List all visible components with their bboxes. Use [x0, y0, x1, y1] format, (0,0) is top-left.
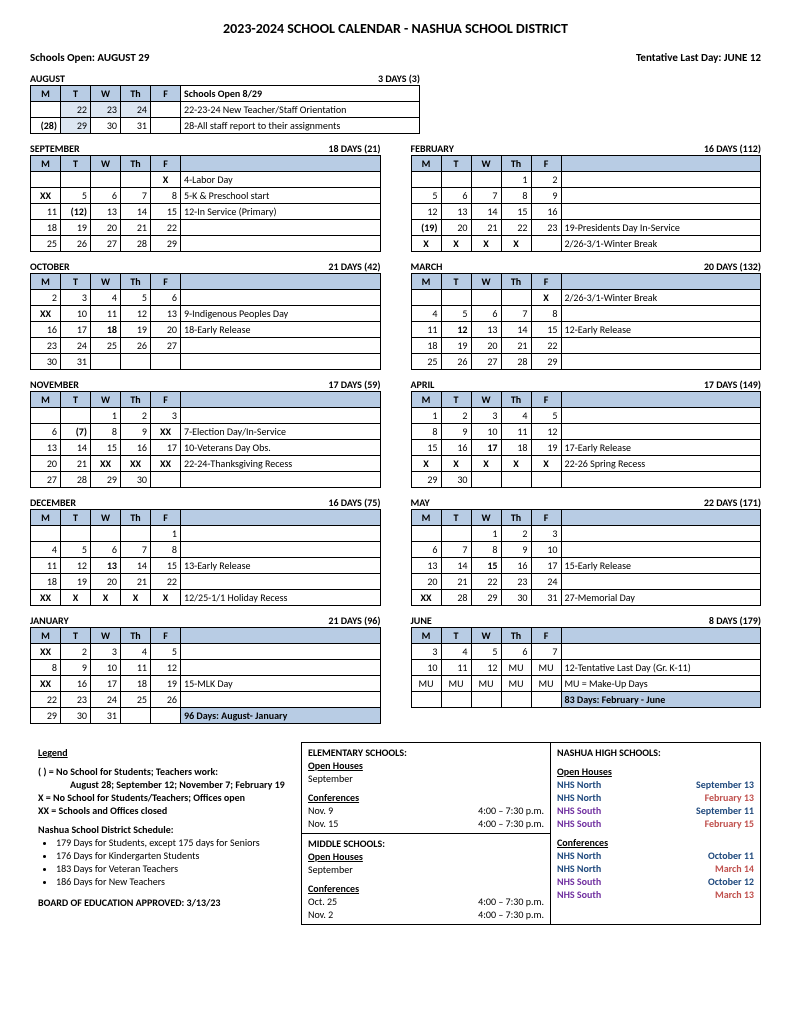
month-name: MARCH	[411, 260, 443, 273]
calendar-may: MTWThF 123 678910 131415161715-Early Rel…	[411, 509, 762, 606]
month-name: APRIL	[411, 378, 435, 391]
days-count: 21 DAYS (42)	[328, 260, 380, 273]
legend-section: Legend ( ) = No School for Students; Tea…	[30, 742, 301, 925]
month-name: JANUARY	[30, 614, 69, 627]
days-count: 20 DAYS (132)	[704, 260, 761, 273]
calendar-march: MTWThF X2/26-3/1-Winter Break 45678 1112…	[411, 273, 762, 370]
schools-info-column: ELEMENTARY SCHOOLS: Open Houses Septembe…	[301, 742, 551, 925]
month-name: AUGUST	[30, 72, 65, 85]
days-count: 18 DAYS (21)	[328, 142, 380, 155]
month-name: DECEMBER	[30, 496, 76, 509]
schools-open-label: Schools Open: AUGUST 29	[30, 51, 149, 64]
calendar-june: MTWThF 34567 101112MUMU12-Tentative Last…	[411, 627, 762, 708]
days-count: 8 DAYS (179)	[709, 614, 761, 627]
month-name: MAY	[411, 496, 430, 509]
days-count: 17 DAYS (59)	[328, 378, 380, 391]
month-name: OCTOBER	[30, 260, 70, 273]
high-school-info: NASHUA HIGH SCHOOLS: Open Houses NHS Nor…	[551, 742, 761, 925]
month-name: NOVEMBER	[30, 378, 79, 391]
days-count: 16 DAYS (75)	[328, 496, 380, 509]
month-name: SEPTEMBER	[30, 142, 80, 155]
days-count: 21 DAYS (96)	[328, 614, 380, 627]
calendar-august: MTWThFSchools Open 8/29 22232422-23-24 N…	[30, 85, 420, 134]
calendar-november: MTWThF 123 6(7)89XX7-Election Day/In-Ser…	[30, 391, 381, 488]
calendar-september: MTWThF X4-Labor Day XX56785-K & Preschoo…	[30, 155, 381, 252]
month-name: JUNE	[411, 614, 432, 627]
calendar-january: MTWThF XX2345 89101112 XX1617181915-MLK …	[30, 627, 381, 724]
days-count: 17 DAYS (149)	[704, 378, 761, 391]
page-title: 2023-2024 SCHOOL CALENDAR - NASHUA SCHOO…	[30, 20, 761, 37]
calendar-october: MTWThF 23456 XX101112139-Indigenous Peop…	[30, 273, 381, 370]
calendar-april: MTWThF 12345 89101112 151617181917-Early…	[411, 391, 762, 488]
days-count: 3 DAYS (3)	[378, 72, 420, 85]
calendar-february: MTWThF 12 56789 1213141516 (19)202122231…	[411, 155, 762, 252]
month-name: FEBRUARY	[411, 142, 454, 155]
days-count: 16 DAYS (112)	[704, 142, 761, 155]
calendar-december: MTWThF 1 45678 111213141513-Early Releas…	[30, 509, 381, 606]
days-count: 22 DAYS (171)	[704, 496, 761, 509]
last-day-label: Tentative Last Day: JUNE 12	[636, 51, 761, 64]
